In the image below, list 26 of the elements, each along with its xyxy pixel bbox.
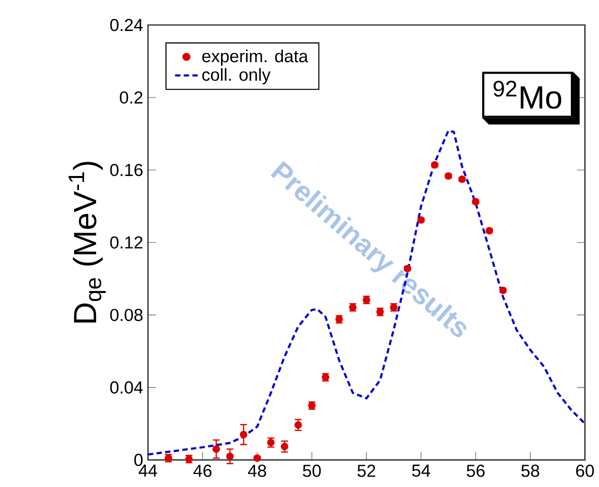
x-tick-label: 58 — [521, 464, 540, 477]
x-tick-label: 50 — [302, 464, 321, 477]
x-tick-label: 46 — [193, 464, 212, 477]
point — [280, 442, 288, 450]
y-tick-label: 0.16 — [110, 164, 143, 176]
legend-label: coll. only — [202, 68, 271, 84]
y-tick-label: 0.04 — [110, 381, 143, 394]
annotation: $^{92}$Mo — [494, 80, 562, 109]
x-tick-label: 54 — [412, 464, 430, 477]
y-axis-title: D$_{qe}$ (MeV$^{-1}$) — [68, 162, 106, 322]
x-tick-label: 44 — [138, 464, 158, 477]
x-tick-label: 56 — [466, 464, 485, 477]
y-tick-label: 0 — [134, 454, 143, 466]
y-tick-label: 0.2 — [120, 91, 142, 104]
y-tick-label: 0.08 — [110, 308, 143, 322]
y-tick-label: 0.12 — [110, 236, 142, 249]
point — [240, 430, 248, 438]
point — [226, 452, 234, 460]
y-tick-label: 0.24 — [110, 18, 143, 32]
x-tick-label: 60 — [576, 464, 594, 477]
point — [294, 421, 302, 429]
x-tick-label: 48 — [248, 464, 266, 477]
point — [212, 445, 220, 453]
x-tick-label: 52 — [358, 464, 376, 477]
legend-label: experim. data — [202, 50, 308, 66]
line-series — [146, 130, 586, 456]
